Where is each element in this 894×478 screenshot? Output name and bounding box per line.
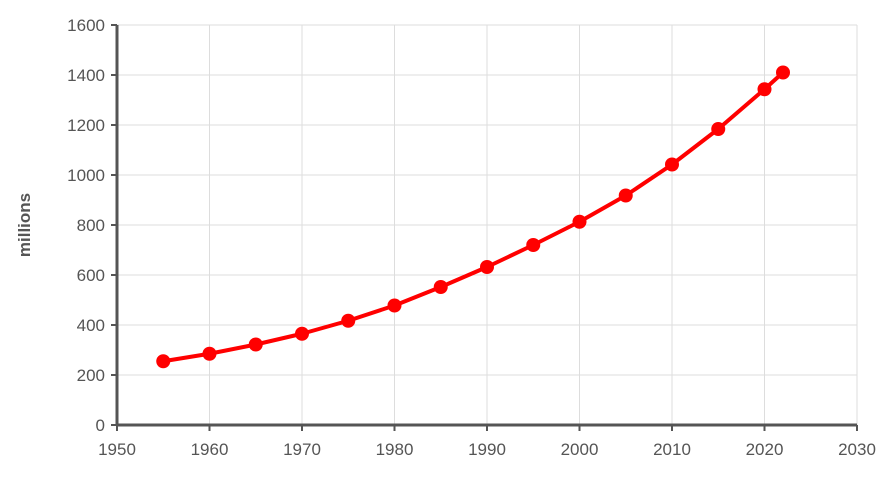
data-point-2000: [572, 214, 587, 229]
data-point-1970: [295, 326, 309, 341]
data-point-1980: [387, 298, 402, 313]
data-point-1960: [202, 346, 217, 361]
y-tick-label-1400: 1400: [67, 66, 105, 85]
y-axis-title: millions: [15, 193, 34, 257]
y-tick-label-600: 600: [77, 266, 105, 285]
data-point-2015: [711, 122, 726, 136]
data-point-1995: [526, 238, 541, 252]
x-tick-label-2020: 2020: [746, 440, 784, 459]
x-tick-label-2010: 2010: [653, 440, 691, 459]
data-point-1965: [248, 337, 263, 352]
y-tick-label-0: 0: [96, 416, 105, 435]
x-tick-label-1950: 1950: [98, 440, 136, 459]
x-tick-label-1960: 1960: [191, 440, 229, 459]
x-tick-label-2030: 2030: [838, 440, 876, 459]
x-tick-label-2000: 2000: [561, 440, 599, 459]
grid: [117, 24, 858, 425]
y-tick-label-400: 400: [77, 316, 105, 335]
data-point-2005: [618, 188, 633, 203]
data-point-2022: [776, 65, 790, 80]
data-point-1985: [433, 280, 448, 294]
data-point-1955: [156, 354, 171, 369]
x-tick-label-1970: 1970: [283, 440, 321, 459]
data-point-1990: [480, 260, 494, 274]
data-point-2020: [757, 82, 772, 97]
plot-area: [156, 65, 790, 369]
y-tick-label-1600: 1600: [67, 16, 105, 35]
data-point-1975: [341, 313, 356, 328]
data-point-2010: [665, 157, 679, 172]
x-tick-label-1980: 1980: [376, 440, 414, 459]
y-tick-label-1200: 1200: [67, 116, 105, 135]
series-line-0: [161, 70, 785, 364]
y-tick-label-1000: 1000: [67, 166, 105, 185]
x-tick-label-1990: 1990: [468, 440, 506, 459]
ticks: 1950 1960 1970 1980 1990 2000 2010 2020 2030 0 200…: [67, 16, 876, 459]
y-tick-label-200: 200: [77, 366, 105, 385]
y-tick-label-800: 800: [77, 216, 105, 235]
